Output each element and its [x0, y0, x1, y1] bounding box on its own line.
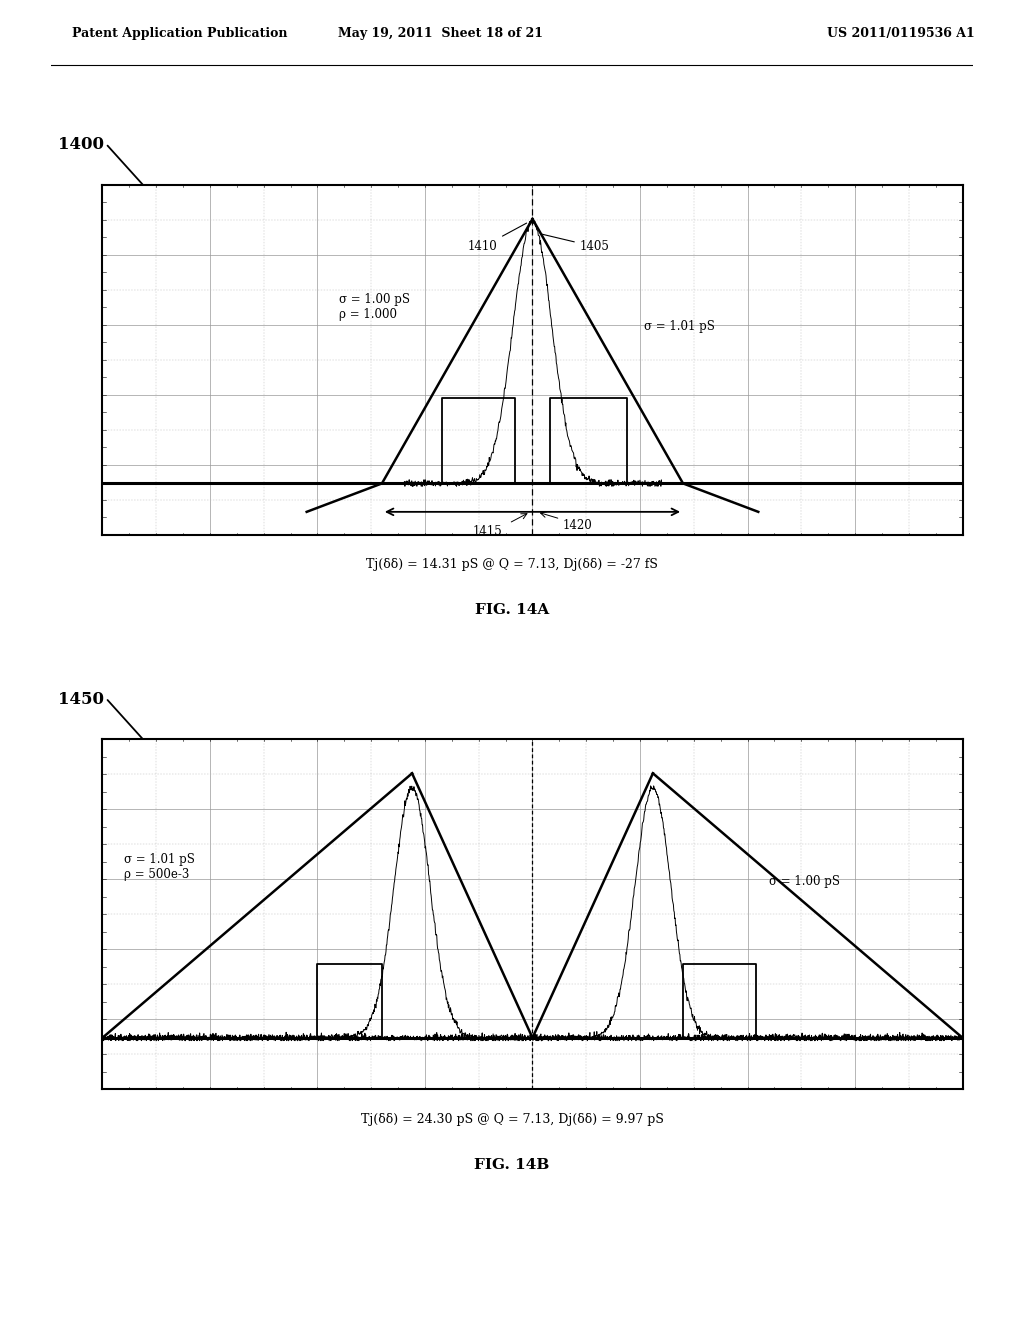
Text: 1450: 1450 [58, 690, 104, 708]
Text: σ = 1.00 pS: σ = 1.00 pS [769, 875, 840, 888]
Text: 1400: 1400 [58, 136, 104, 153]
Text: Tj(δδ) = 24.30 pS @ Q = 7.13, Dj(δδ) = 9.97 pS: Tj(δδ) = 24.30 pS @ Q = 7.13, Dj(δδ) = 9… [360, 1113, 664, 1126]
Text: 1405: 1405 [541, 234, 609, 253]
Text: FIG. 14B: FIG. 14B [474, 1158, 550, 1172]
Text: σ = 1.00 pS
ρ = 1.000: σ = 1.00 pS ρ = 1.000 [339, 293, 410, 321]
Text: 1420: 1420 [562, 519, 592, 532]
Text: Patent Application Publication: Patent Application Publication [72, 26, 287, 40]
Text: FIG. 14A: FIG. 14A [475, 603, 549, 618]
Text: May 19, 2011  Sheet 18 of 21: May 19, 2011 Sheet 18 of 21 [338, 26, 543, 40]
Text: σ = 1.01 pS
ρ = 500e-3: σ = 1.01 pS ρ = 500e-3 [124, 853, 195, 882]
Text: σ = 1.01 pS: σ = 1.01 pS [644, 321, 715, 334]
Text: Tj(δδ) = 14.31 pS @ Q = 7.13, Dj(δδ) = -27 fS: Tj(δδ) = 14.31 pS @ Q = 7.13, Dj(δδ) = -… [366, 558, 658, 572]
Text: US 2011/0119536 A1: US 2011/0119536 A1 [827, 26, 975, 40]
Text: 1415: 1415 [473, 524, 503, 537]
Text: 1410: 1410 [468, 223, 526, 253]
